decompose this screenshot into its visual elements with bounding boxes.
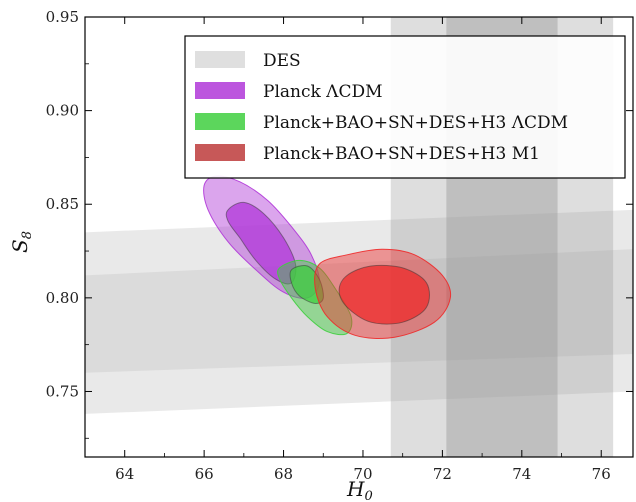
legend-swatch — [195, 113, 245, 130]
plot-frame — [84, 16, 634, 458]
legend-swatch — [195, 51, 245, 68]
x-tick-label: 72 — [433, 465, 452, 483]
legend-swatch — [195, 82, 245, 99]
y-tick-label: 0.75 — [46, 382, 79, 400]
y-axis-label: S8 — [8, 231, 35, 253]
x-tick-label: 74 — [512, 465, 531, 483]
y-tick-label: 0.85 — [46, 195, 79, 213]
legend-label: Planck+BAO+SN+DES+H3 ΛCDM — [263, 113, 568, 133]
svg-text:H0: H0 — [346, 477, 373, 502]
legend: DES Planck ΛCDM Planck+BAO+SN+DES+H3 ΛCDM P… — [184, 35, 626, 179]
y-tick-label: 0.80 — [46, 289, 79, 307]
x-tick-label: 66 — [195, 465, 214, 483]
legend-box — [184, 35, 626, 179]
y-tick-label: 0.90 — [46, 102, 79, 120]
y-axis-label-main: S — [8, 239, 32, 253]
legend-swatch — [195, 144, 245, 161]
y-axis-label-sub: 8 — [20, 231, 35, 239]
svg-text:S8: S8 — [8, 231, 35, 253]
x-tick-label: 64 — [115, 465, 134, 483]
legend-label: DES — [263, 51, 301, 71]
x-axis-label: H0 — [346, 477, 373, 502]
legend-label: Planck ΛCDM — [263, 82, 383, 102]
y-tick-label: 0.95 — [46, 8, 79, 26]
x-tick-label: 70 — [353, 465, 372, 483]
x-axis-label-sub: 0 — [364, 489, 372, 502]
x-tick-label: 68 — [274, 465, 293, 483]
contour-combined-m1-inner — [338, 264, 430, 325]
legend-label: Planck+BAO+SN+DES+H3 M1 — [263, 144, 540, 164]
x-tick-label: 76 — [592, 465, 611, 483]
x-axis-label-main: H — [346, 477, 365, 501]
